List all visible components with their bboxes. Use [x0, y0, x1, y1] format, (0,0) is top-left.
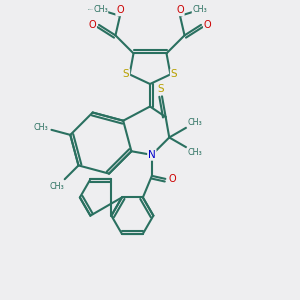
- Text: N: N: [148, 150, 156, 160]
- Text: S: S: [171, 69, 177, 80]
- Text: O: O: [116, 5, 124, 16]
- Text: O: O: [176, 5, 184, 16]
- Text: methoxy: methoxy: [88, 9, 94, 11]
- Text: CH₃: CH₃: [50, 182, 64, 191]
- Text: S: S: [123, 69, 129, 80]
- Text: CH₃: CH₃: [187, 148, 202, 157]
- Text: O: O: [204, 20, 212, 30]
- Text: O: O: [88, 20, 96, 30]
- Text: O: O: [168, 174, 176, 184]
- Text: CH₃: CH₃: [93, 5, 108, 14]
- Text: CH₃: CH₃: [187, 118, 202, 127]
- Text: methyl: methyl: [98, 6, 102, 8]
- Text: CH₃: CH₃: [192, 5, 207, 14]
- Text: S: S: [158, 84, 164, 94]
- Text: CH₃: CH₃: [34, 123, 49, 132]
